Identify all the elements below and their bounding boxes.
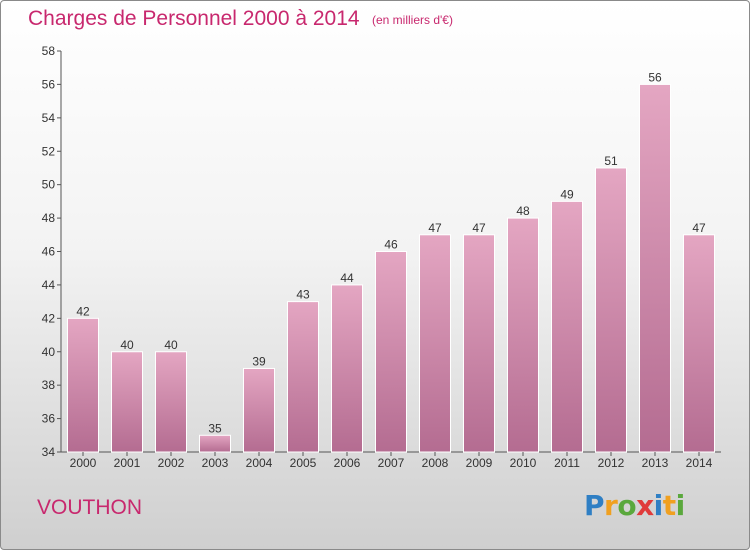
y-tick-label: 34 (42, 445, 56, 459)
x-tick-label: 2003 (202, 456, 229, 470)
value-label: 42 (76, 304, 90, 318)
logo-letter: x (636, 489, 654, 522)
bar (155, 351, 187, 453)
chart-title: Charges de Personnel 2000 à 2014 (28, 7, 360, 30)
value-label: 51 (604, 154, 618, 168)
bar (507, 217, 539, 453)
bar (419, 234, 451, 453)
bar (463, 234, 495, 453)
proxiti-logo: Proxiti (584, 489, 685, 522)
value-label: 43 (296, 288, 310, 302)
y-tick-label: 38 (42, 378, 56, 392)
logo-letter: r (604, 489, 618, 522)
value-label: 35 (208, 421, 222, 435)
value-label: 47 (428, 221, 442, 235)
x-tick-label: 2008 (422, 456, 449, 470)
y-tick-label: 48 (42, 211, 56, 225)
x-tick-label: 2011 (554, 456, 580, 470)
x-tick-label: 2004 (246, 456, 273, 470)
y-tick-label: 56 (42, 77, 56, 91)
logo-letter: o (617, 489, 637, 522)
value-label: 49 (560, 187, 574, 201)
value-label: 44 (340, 271, 354, 285)
bar (331, 284, 363, 453)
value-label: 40 (120, 338, 134, 352)
value-label: 47 (692, 221, 706, 235)
y-tick-label: 50 (42, 178, 56, 192)
bar (375, 251, 407, 453)
bar (639, 83, 671, 453)
x-tick-label: 2013 (642, 456, 669, 470)
bar (683, 234, 715, 453)
value-label: 56 (648, 70, 662, 84)
value-label: 39 (252, 354, 266, 368)
bar (595, 167, 627, 453)
value-label: 47 (472, 221, 486, 235)
logo-letter: P (584, 489, 605, 522)
x-tick-label: 2001 (114, 456, 141, 470)
x-tick-label: 2007 (378, 456, 405, 470)
x-tick-label: 2014 (686, 456, 713, 470)
x-tick-label: 2012 (598, 456, 625, 470)
bar (67, 317, 99, 453)
value-label: 46 (384, 238, 398, 252)
y-tick-label: 58 (42, 44, 56, 58)
y-tick-label: 44 (42, 278, 56, 292)
place-name: VOUTHON (37, 496, 142, 519)
x-tick-label: 2010 (510, 456, 537, 470)
y-tick-label: 46 (42, 245, 56, 259)
y-tick-label: 36 (42, 412, 56, 426)
x-tick-label: 2000 (70, 456, 97, 470)
y-tick-label: 40 (42, 345, 56, 359)
value-label: 40 (164, 338, 178, 352)
y-tick-label: 54 (42, 111, 56, 125)
bar (287, 301, 319, 453)
logo-letter: i (675, 489, 686, 522)
chart-subtitle: (en milliers d'€) (372, 13, 453, 27)
x-tick-label: 2009 (466, 456, 493, 470)
logo-letter: t (662, 489, 676, 522)
x-tick-label: 2002 (158, 456, 185, 470)
y-tick-label: 42 (42, 311, 56, 325)
bar (111, 351, 143, 453)
y-tick-label: 52 (42, 144, 56, 158)
x-tick-label: 2005 (290, 456, 317, 470)
bar (551, 200, 583, 453)
value-label: 48 (516, 204, 530, 218)
bar (199, 434, 231, 453)
bar (243, 367, 275, 453)
x-tick-label: 2006 (334, 456, 361, 470)
logo-letter: i (653, 489, 664, 522)
